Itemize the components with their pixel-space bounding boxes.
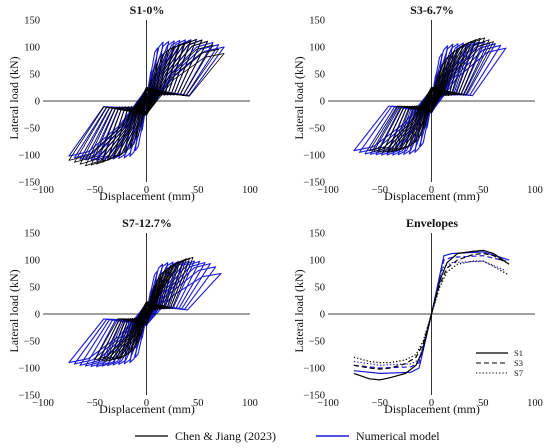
y-tick-label: −150 — [18, 178, 40, 189]
envelope-s3-experimental — [353, 252, 507, 370]
y-tick-label: 150 — [309, 229, 325, 240]
y-tick-label: −150 — [18, 391, 40, 402]
panel-marks — [353, 37, 507, 156]
panel-title: S7-12.7% — [122, 216, 172, 230]
figure-legend: Chen & Jiang (2023) Numerical model — [135, 429, 440, 443]
y-tick-label: 150 — [309, 16, 325, 27]
x-tick-label: 100 — [242, 185, 258, 196]
panel-marks — [68, 256, 222, 368]
y-axis-label: Lateral load (kN) — [7, 56, 21, 139]
legend-label-s7: S7 — [514, 368, 523, 378]
y-tick-label: −100 — [303, 364, 325, 375]
y-tick-label: −150 — [303, 391, 325, 402]
y-tick-label: 150 — [24, 16, 40, 27]
y-axis-label: Lateral load (kN) — [7, 269, 21, 352]
envelope-s3-numerical — [353, 255, 507, 369]
envelope-s7-numerical — [353, 260, 507, 366]
x-tick-label: −100 — [32, 398, 54, 409]
y-tick-label: −50 — [24, 124, 40, 135]
y-tick-label: 0 — [320, 97, 325, 108]
y-tick-label: 100 — [24, 256, 40, 267]
y-tick-label: −50 — [309, 337, 325, 348]
y-tick-label: −150 — [303, 178, 325, 189]
x-axis-label: Displacement (mm) — [384, 402, 480, 416]
legend-label-s3: S3 — [514, 358, 523, 368]
y-tick-label: −100 — [18, 364, 40, 375]
x-tick-label: 0 — [144, 398, 149, 409]
y-tick-label: −50 — [24, 337, 40, 348]
y-tick-label: 100 — [24, 43, 40, 54]
y-axis-label: Lateral load (kN) — [292, 269, 306, 352]
y-tick-label: 0 — [35, 310, 40, 321]
y-tick-label: 0 — [320, 310, 325, 321]
panel-s7: S7-12.7% −100 −50 0 50 100−150−100−500501001… — [7, 216, 258, 416]
legend-label-s1: S1 — [514, 348, 523, 358]
x-axis-label: Displacement (mm) — [99, 402, 195, 416]
x-tick-label: −50 — [87, 398, 103, 409]
x-tick-label: −100 — [32, 185, 54, 196]
x-tick-label: 0 — [429, 185, 434, 196]
x-tick-label: −50 — [87, 185, 103, 196]
y-tick-label: 50 — [315, 70, 326, 81]
x-tick-label: −100 — [317, 185, 339, 196]
y-tick-label: 50 — [315, 283, 326, 294]
legend-label-experimental: Chen & Jiang (2023) — [175, 429, 276, 443]
y-tick-label: −50 — [309, 124, 325, 135]
x-axis-label: Displacement (mm) — [99, 189, 195, 203]
panel-s1: S1-0% −100 −50 0 50 100−150−100−50050100150 … — [7, 3, 258, 203]
y-tick-label: 50 — [30, 283, 41, 294]
x-tick-label: 100 — [527, 185, 543, 196]
legend-label-numerical: Numerical model — [356, 429, 440, 443]
y-tick-label: −100 — [18, 151, 40, 162]
y-tick-label: 100 — [309, 256, 325, 267]
y-axis-label: Lateral load (kN) — [292, 56, 306, 139]
x-tick-label: 100 — [242, 398, 258, 409]
y-tick-label: 50 — [30, 70, 41, 81]
panel-title: S1-0% — [130, 3, 165, 17]
x-axis-label: Displacement (mm) — [384, 189, 480, 203]
panel-title: S3-6.7% — [410, 3, 454, 17]
panel-title: Envelopes — [406, 216, 458, 230]
y-tick-label: 150 — [24, 229, 40, 240]
x-tick-label: −50 — [372, 398, 388, 409]
y-tick-label: 0 — [35, 97, 40, 108]
x-tick-label: 50 — [478, 398, 489, 409]
panel-s3: S3-6.7% −100 −50 0 50 100−150−100−5005010015… — [292, 3, 543, 203]
x-tick-label: 0 — [144, 185, 149, 196]
x-tick-label: 50 — [478, 185, 489, 196]
x-tick-label: −50 — [372, 185, 388, 196]
x-tick-label: 50 — [193, 185, 204, 196]
x-tick-label: 100 — [527, 398, 543, 409]
x-tick-label: 50 — [193, 398, 204, 409]
envelope-s7-experimental — [353, 260, 510, 364]
envelope-legend: S1 S3 S7 — [476, 348, 523, 378]
y-tick-label: 100 — [309, 43, 325, 54]
x-tick-label: 0 — [429, 398, 434, 409]
y-tick-label: −100 — [303, 151, 325, 162]
x-tick-label: −100 — [317, 398, 339, 409]
panel-envelopes: Envelopes −100 −50 0 50 100−150−100−50050100… — [292, 216, 543, 416]
